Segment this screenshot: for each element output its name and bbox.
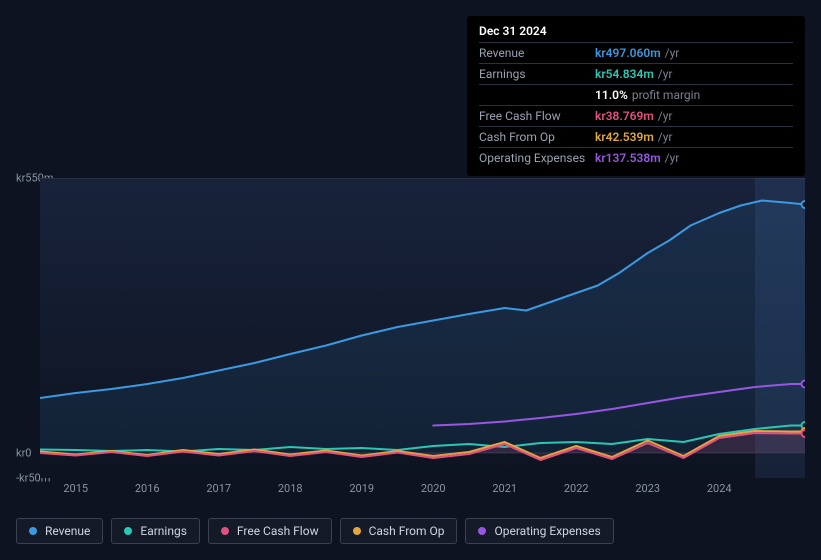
x-tick: 2024 — [707, 482, 732, 495]
line-chart: kr550mkr0-kr50m — [16, 160, 805, 480]
tooltip-suffix: /yr — [658, 130, 673, 144]
tooltip-label: Cash From Op — [479, 130, 595, 144]
plot-area — [40, 178, 805, 478]
tooltip-suffix: /yr — [658, 67, 673, 81]
tooltip-row: Cash From Opkr42.539m/yr — [479, 126, 793, 147]
x-tick: 2016 — [135, 482, 160, 495]
tooltip-value: kr54.834m — [595, 67, 654, 81]
x-tick: 2018 — [278, 482, 303, 495]
legend-item-earnings[interactable]: Earnings — [111, 518, 200, 544]
x-tick: 2015 — [63, 482, 88, 495]
tooltip-label: Earnings — [479, 67, 595, 81]
legend-label: Operating Expenses — [494, 524, 600, 538]
legend-item-operating-expenses[interactable]: Operating Expenses — [465, 518, 613, 544]
tooltip-value: 11.0% — [595, 88, 628, 102]
legend-item-free-cash-flow[interactable]: Free Cash Flow — [208, 518, 332, 544]
tooltip-row: Revenuekr497.060m/yr — [479, 42, 793, 63]
x-axis-ticks: 2015 2016 2017 2018 2019 2020 2021 2022 2023 2024 — [40, 482, 805, 502]
legend-item-revenue[interactable]: Revenue — [16, 518, 103, 544]
legend-label: Free Cash Flow — [237, 524, 319, 538]
legend-label: Revenue — [45, 524, 90, 538]
tooltip-value: kr42.539m — [595, 130, 654, 144]
tooltip-value: kr497.060m — [595, 46, 661, 60]
legend-swatch — [29, 527, 37, 535]
tooltip-row: Earningskr54.834m/yr — [479, 63, 793, 84]
x-tick: 2021 — [492, 482, 517, 495]
tooltip-suffix: /yr — [665, 46, 680, 60]
legend-swatch — [124, 527, 132, 535]
tooltip-suffix: /yr — [658, 109, 673, 123]
tooltip-date: Dec 31 2024 — [479, 24, 793, 42]
tooltip-suffix: profit margin — [632, 88, 700, 102]
legend-label: Earnings — [140, 524, 187, 538]
x-tick: 2019 — [349, 482, 374, 495]
chart-tooltip: Dec 31 2024 Revenuekr497.060m/yrEarnings… — [467, 16, 805, 176]
x-tick: 2020 — [421, 482, 446, 495]
chart-legend: Revenue Earnings Free Cash Flow Cash From O… — [16, 518, 614, 544]
tooltip-value: kr38.769m — [595, 109, 654, 123]
legend-swatch — [221, 527, 229, 535]
legend-item-cash-from-op[interactable]: Cash From Op — [340, 518, 458, 544]
legend-swatch — [478, 527, 486, 535]
tooltip-rows: Revenuekr497.060m/yrEarningskr54.834m/yr… — [479, 42, 793, 168]
legend-swatch — [353, 527, 361, 535]
tooltip-label: Free Cash Flow — [479, 109, 595, 123]
y-tick: kr0 — [16, 447, 32, 460]
x-tick: 2022 — [564, 482, 589, 495]
tooltip-row: 11.0% profit margin — [479, 84, 793, 105]
legend-label: Cash From Op — [369, 524, 445, 538]
x-tick: 2017 — [206, 482, 231, 495]
tooltip-label — [479, 88, 595, 102]
tooltip-row: Free Cash Flowkr38.769m/yr — [479, 105, 793, 126]
tooltip-label: Revenue — [479, 46, 595, 60]
x-tick: 2023 — [635, 482, 660, 495]
